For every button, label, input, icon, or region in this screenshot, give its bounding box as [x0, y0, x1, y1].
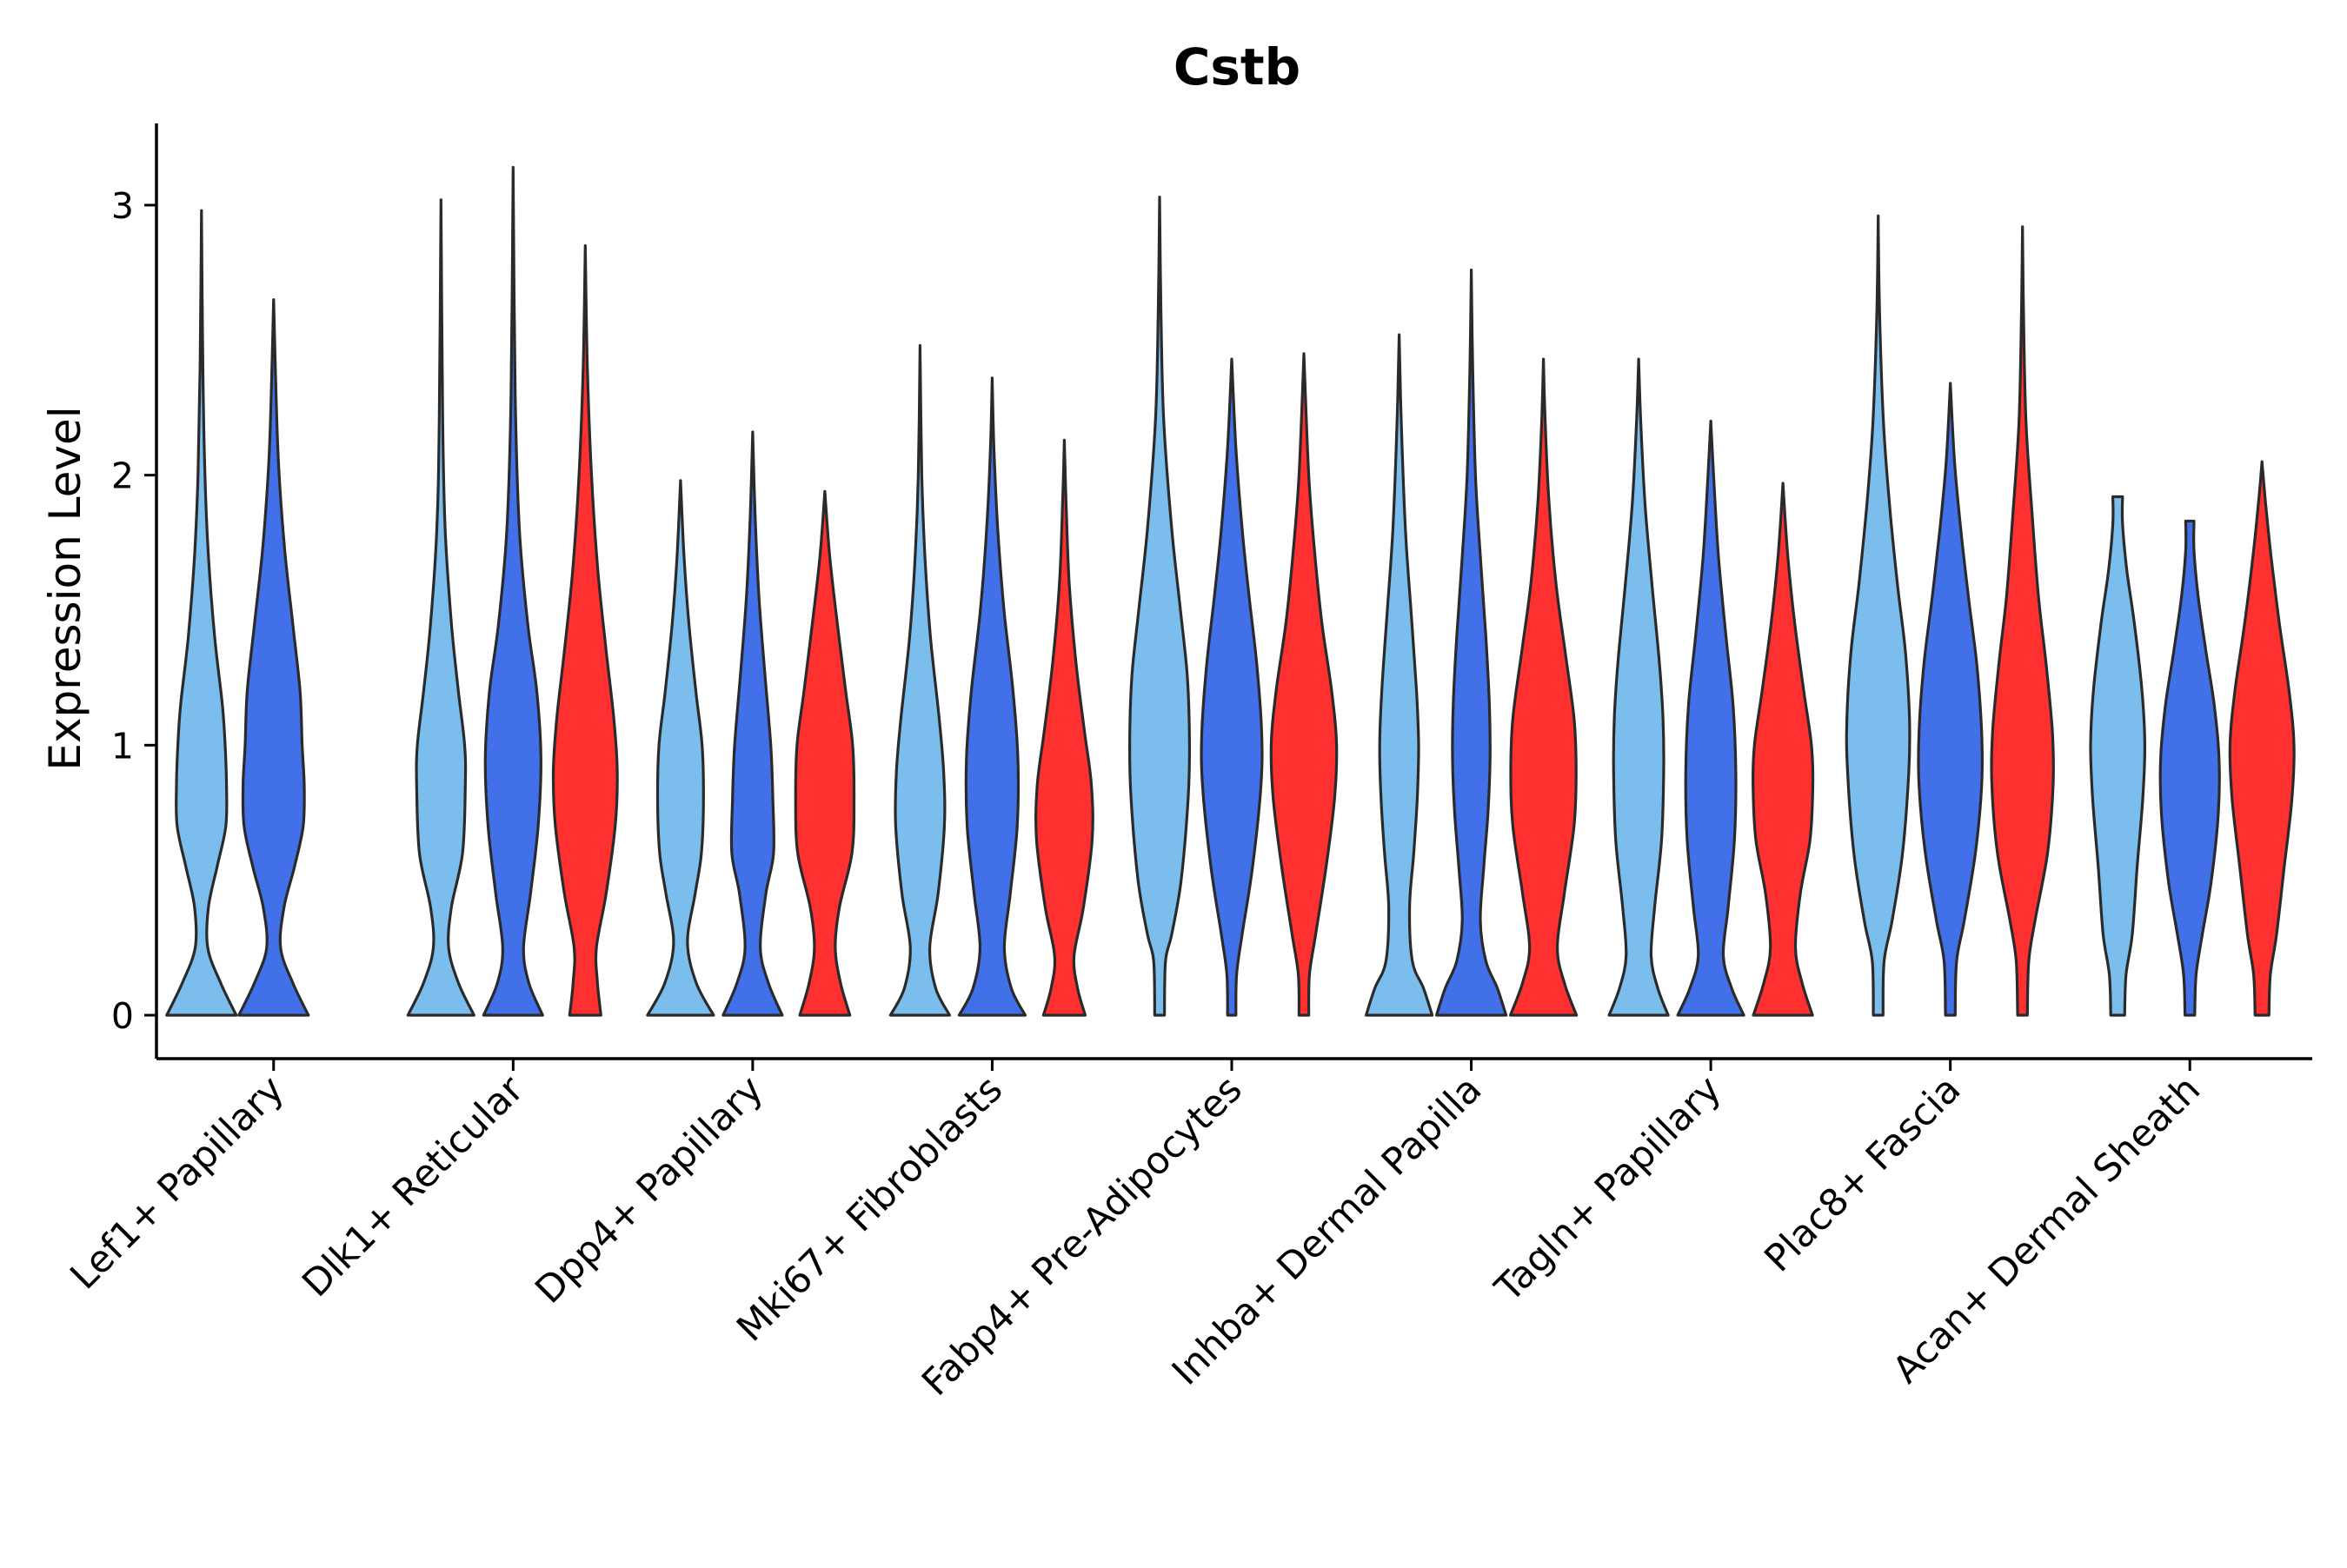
x-category-label: Dpp4+ Papillary	[527, 1067, 771, 1312]
violin-group-3-cat-8	[1990, 225, 2055, 1017]
violin-group-3-cat-3	[794, 489, 856, 1017]
y-tick-label: 2	[111, 455, 134, 497]
violin-group-1-cat-8	[1845, 214, 1912, 1017]
violin-group-1-cat-6	[1365, 333, 1434, 1017]
x-category-label: Lef1+ Papillary	[63, 1067, 293, 1298]
violin-group-1-cat-9	[2089, 495, 2147, 1017]
violins-layer	[165, 165, 2296, 1017]
x-category-label: Tagln+ Papillary	[1486, 1067, 1730, 1311]
violin-group-3-cat-2	[551, 244, 619, 1017]
violin-group-1-cat-7	[1607, 357, 1670, 1017]
violin-group-1-cat-2	[406, 198, 475, 1017]
x-category-label: Mki67+ Fibroblasts	[728, 1067, 1011, 1350]
y-tick-label: 0	[111, 995, 134, 1037]
violin-group-3-cat-7	[1751, 482, 1815, 1017]
series-group-2	[237, 165, 2221, 1017]
violin-group-1-cat-5	[1127, 196, 1192, 1017]
y-axis-label: Expression Level	[40, 406, 90, 770]
violin-group-1-cat-4	[888, 343, 951, 1017]
x-category-label: Dlk1+ Reticular	[294, 1067, 532, 1306]
violin-group-2-cat-7	[1676, 419, 1745, 1017]
violin-group-2-cat-5	[1200, 357, 1264, 1017]
violin-group-1-cat-3	[646, 479, 715, 1017]
series-group-3	[551, 225, 2296, 1017]
violin-group-3-cat-5	[1269, 352, 1339, 1017]
violin-group-2-cat-4	[957, 376, 1027, 1017]
series-group-1	[165, 196, 2147, 1017]
violin-group-3-cat-4	[1034, 438, 1094, 1017]
violin-group-3-cat-9	[2228, 460, 2296, 1017]
chart-title: Cstb	[1174, 37, 1300, 96]
x-category-label: Plac8+ Fascia	[1756, 1067, 1969, 1280]
y-tick-label: 1	[111, 725, 134, 767]
violin-group-2-cat-2	[482, 165, 544, 1017]
y-tick-label: 3	[111, 185, 134, 227]
violin-group-1-cat-1	[165, 209, 238, 1017]
violin-group-2-cat-8	[1917, 382, 1985, 1017]
violin-group-3-cat-6	[1509, 357, 1579, 1017]
violin-group-2-cat-1	[237, 298, 310, 1017]
violin-group-2-cat-3	[721, 430, 784, 1017]
violin-group-2-cat-6	[1435, 269, 1508, 1017]
violin-group-2-cat-9	[2158, 519, 2221, 1017]
